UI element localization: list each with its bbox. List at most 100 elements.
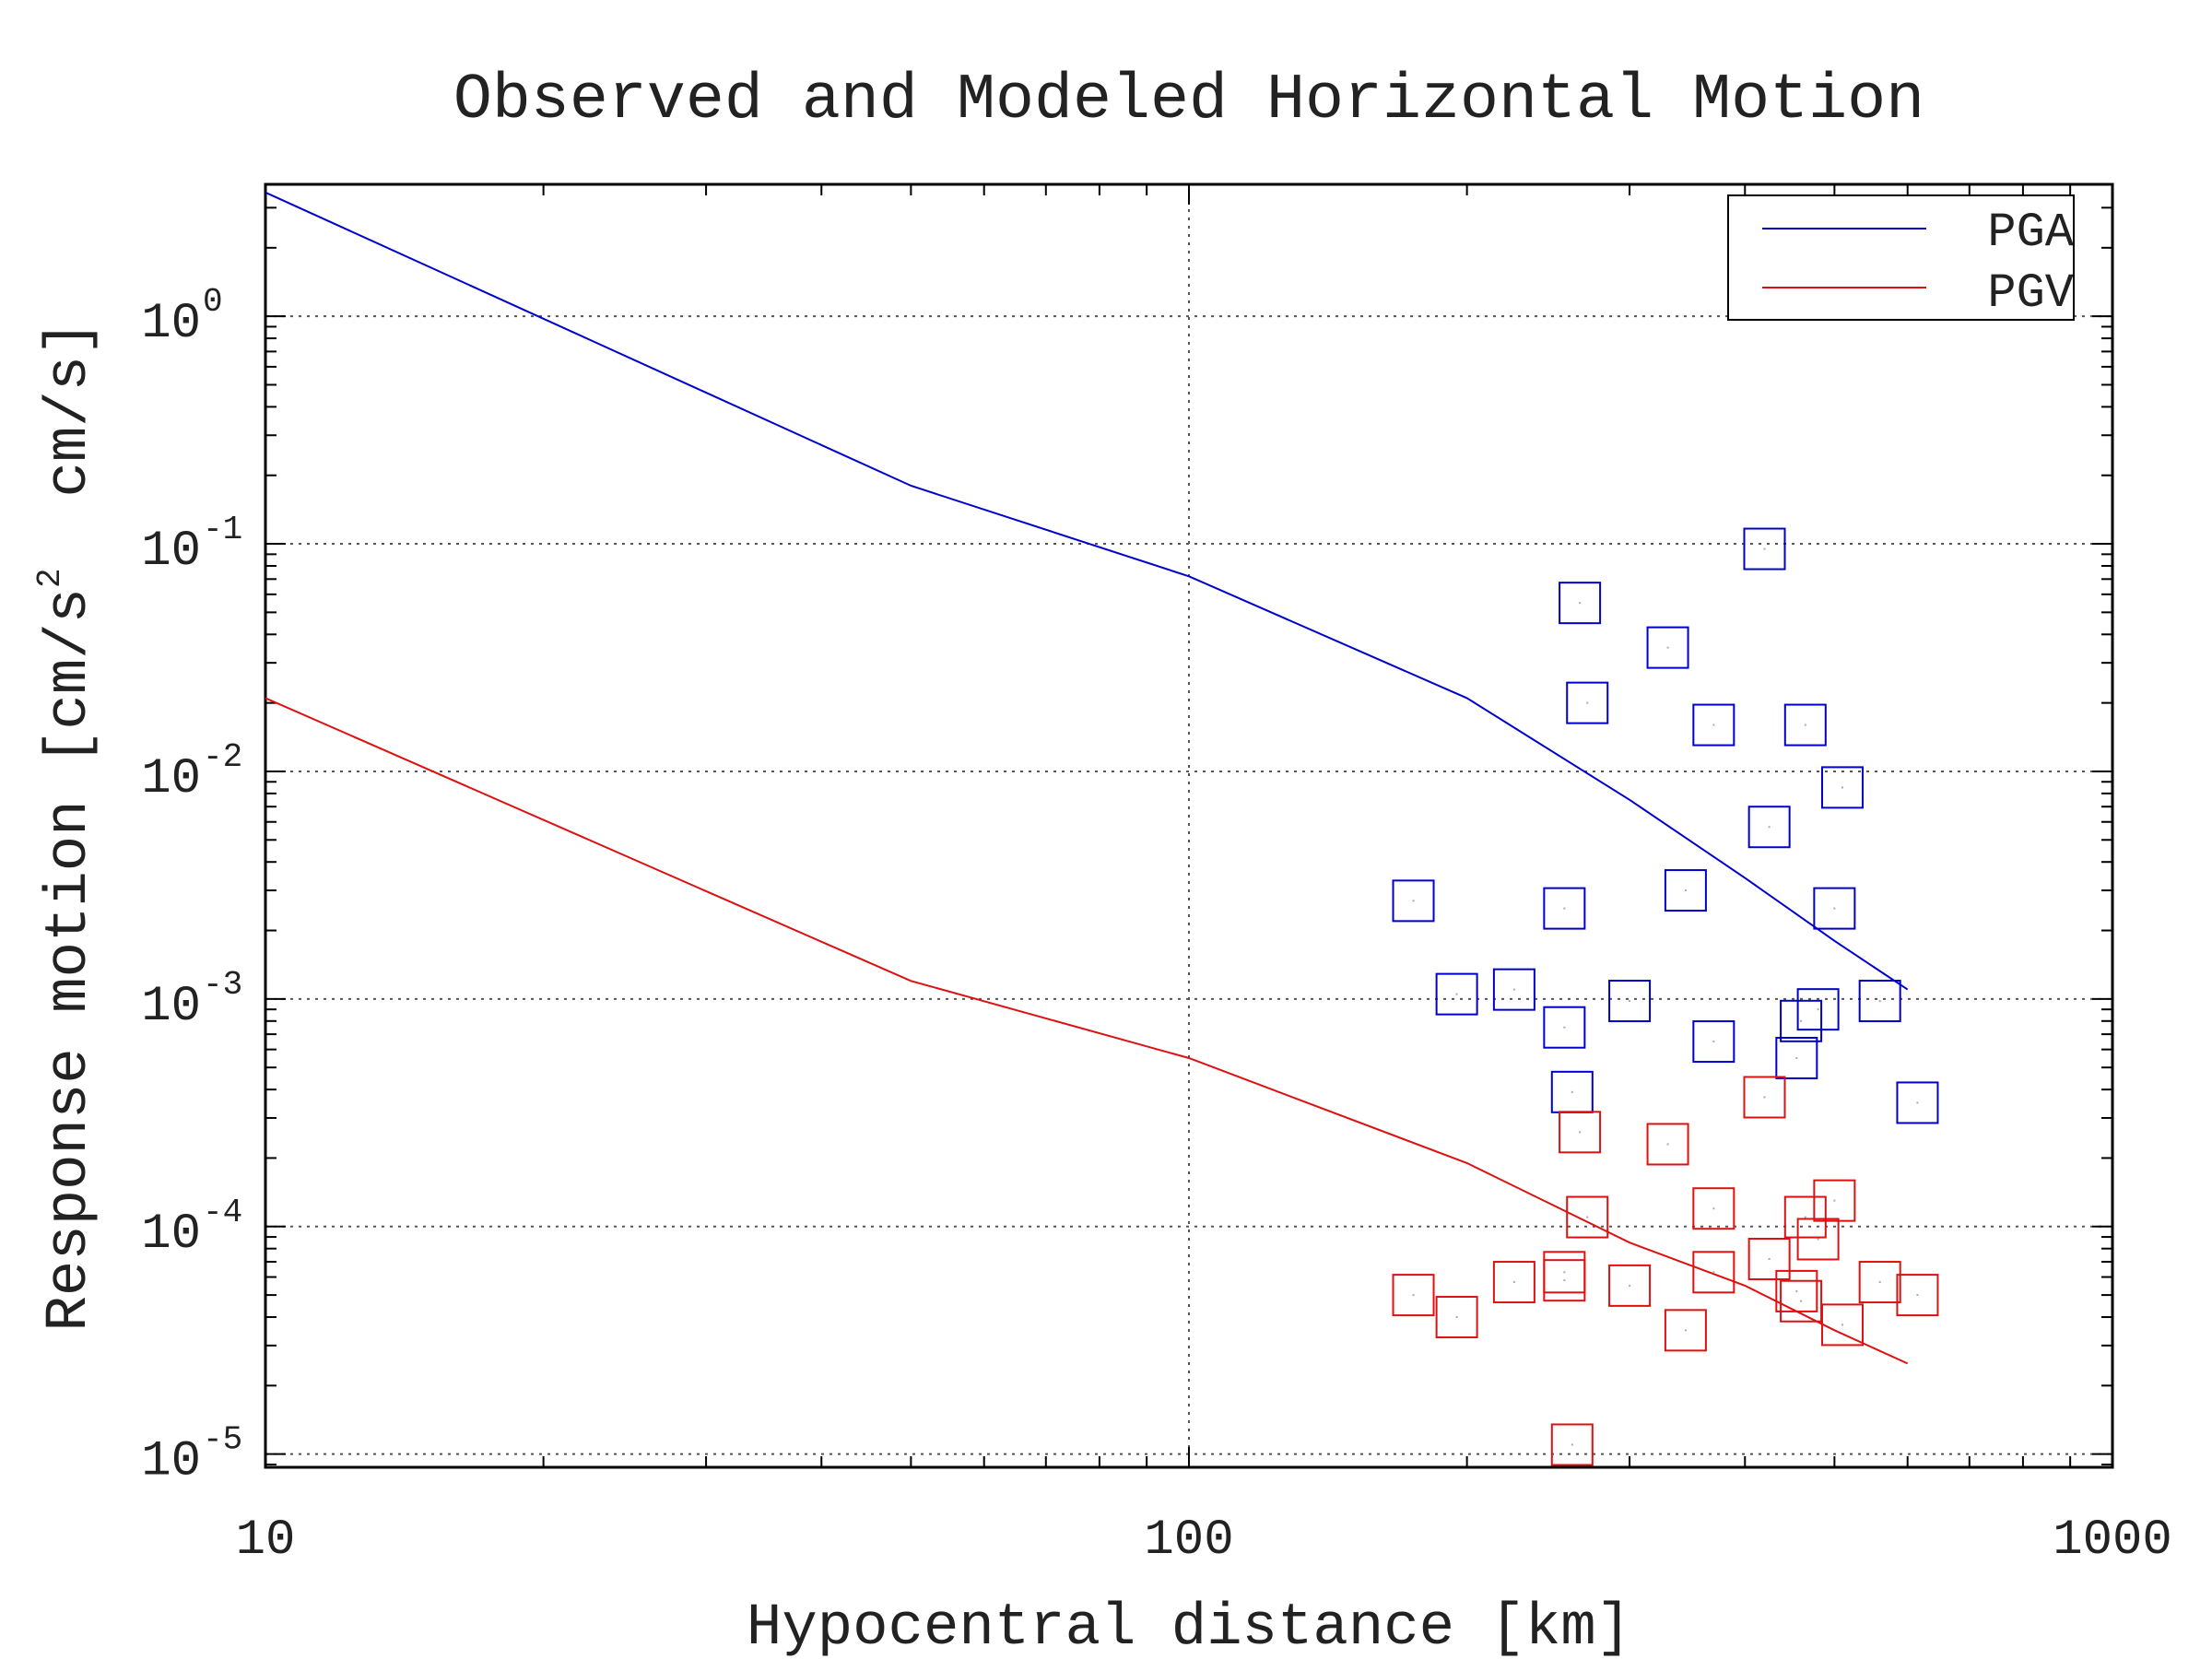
x-tick-labels: 10 100 1000: [236, 1512, 2172, 1569]
observed-point-center-pga: [1712, 724, 1715, 726]
observed-point-pgv: [1747, 1238, 1791, 1281]
y-tick-label-base: 10: [141, 1434, 201, 1490]
observed-point-center-pga: [1586, 701, 1589, 704]
observed-point-center-pga: [1666, 646, 1669, 649]
observed-point-center-pga: [1841, 786, 1843, 789]
legend-box: [1727, 194, 2075, 321]
y-tick-label-exponent: -2: [203, 738, 242, 776]
observed-point-center-pgv: [1817, 1238, 1819, 1241]
observed-point-pgv: [1813, 1179, 1856, 1222]
observed-point-center-pga: [1684, 889, 1687, 892]
observed-point-center-pga: [1563, 1026, 1566, 1029]
observed-point-pga: [1743, 527, 1786, 571]
x-tick-label: 100: [1144, 1512, 1233, 1569]
observed-point-pgv: [1858, 1261, 1901, 1304]
plot-frame: [264, 182, 2114, 1469]
observed-point-pga: [1796, 988, 1840, 1031]
observed-point-pga: [1775, 1036, 1818, 1079]
observed-point-pgv: [1896, 1274, 1939, 1317]
y-tick-label-exponent: -4: [203, 1194, 242, 1231]
y-tick-label: 10 -3: [141, 966, 242, 1035]
y-tick-label-exponent: 0: [203, 283, 223, 321]
observed-point-pga: [1646, 626, 1689, 669]
observed-point-center-pga: [1763, 547, 1766, 550]
observed-point-pgv: [1783, 1195, 1827, 1239]
y-tick-label: 10 -4: [141, 1194, 242, 1263]
y-axis-label-tail: cm/s]: [37, 321, 103, 569]
observed-point-pgv: [1743, 1076, 1786, 1119]
observed-point-pga: [1692, 1020, 1735, 1064]
observed-point-pga: [1435, 972, 1478, 1016]
observed-point-center-pga: [1878, 1000, 1881, 1003]
observed-point-center-pga: [1629, 1000, 1631, 1003]
observed-point-pgv: [1559, 1111, 1602, 1154]
observed-point-center-pgv: [1878, 1281, 1881, 1284]
observed-point-pga: [1747, 806, 1791, 849]
observed-point-center-pga: [1800, 1019, 1803, 1022]
observed-point-pga: [1543, 1006, 1586, 1049]
observed-point-pga: [1896, 1081, 1939, 1124]
observed-point-pga: [1783, 703, 1827, 747]
observed-point-center-pgv: [1412, 1294, 1415, 1297]
x-tick-label: 1000: [2053, 1512, 2172, 1569]
legend-label-pgv: PGV: [1987, 266, 2074, 321]
series: [265, 191, 1939, 1466]
observed-point-pga: [1820, 766, 1864, 809]
observed-point-center-pgv: [1833, 1199, 1836, 1202]
observed-point-center-pga: [1712, 1041, 1715, 1043]
observed-point-center-pga: [1833, 907, 1836, 910]
x-axis-label: Hypocentral distance [km]: [747, 1595, 1631, 1659]
y-tick-label-base: 10: [141, 524, 201, 580]
y-tick-label: 10 -2: [141, 738, 242, 807]
observed-point-center-pgv: [1768, 1258, 1771, 1261]
observed-point-center-pgv: [1563, 1271, 1566, 1274]
observed-point-pga: [1492, 968, 1535, 1011]
y-tick-label-exponent: -3: [203, 966, 242, 1004]
observed-point-pga: [1858, 980, 1901, 1023]
y-axis-label: Response motion [cm/s2 cm/s]: [31, 321, 103, 1332]
grid: [265, 184, 2112, 1467]
observed-point-pgv: [1692, 1251, 1735, 1294]
observed-point-center-pgv: [1712, 1271, 1715, 1274]
y-tick-label-base: 10: [141, 751, 201, 807]
observed-point-center-pgv: [1684, 1329, 1687, 1332]
observed-point-center-pga: [1571, 1090, 1573, 1093]
chart-title: Observed and Modeled Horizontal Motion: [453, 65, 1924, 137]
observed-point-center-pga: [1455, 993, 1458, 995]
observed-point-center-pga: [1579, 602, 1582, 605]
y-tick-label-base: 10: [141, 979, 201, 1035]
model-line-pgv: [265, 697, 1909, 1365]
observed-point-center-pgv: [1763, 1096, 1766, 1099]
observed-point-pgv: [1543, 1259, 1586, 1302]
y-tick-label: 10 0: [141, 283, 222, 352]
y-axis-label-exponent: 2: [31, 568, 69, 588]
observed-point-pgv: [1550, 1423, 1594, 1466]
observed-point-center-pgv: [1571, 1443, 1573, 1446]
observed-point-pga: [1566, 681, 1609, 724]
observed-point-pga: [1543, 887, 1586, 930]
observed-point-pgv: [1692, 1187, 1735, 1230]
observed-point-pgv: [1664, 1309, 1707, 1352]
observed-point-center-pgv: [1579, 1131, 1582, 1134]
y-axis-label-main: Response motion [cm/s: [37, 588, 103, 1332]
observed-point-pga: [1780, 999, 1823, 1042]
observed-point-pga: [1392, 879, 1435, 923]
legend: PGA PGV: [1727, 194, 2075, 321]
observed-point-pgv: [1646, 1123, 1689, 1166]
observed-point-center-pga: [1412, 900, 1415, 902]
observed-point-pga: [1692, 703, 1735, 747]
y-tick-label-exponent: -1: [203, 511, 242, 548]
observed-point-pgv: [1435, 1296, 1478, 1339]
observed-point-center-pgv: [1512, 1281, 1515, 1284]
observed-point-pga: [1608, 980, 1652, 1023]
observed-point-center-pgv: [1841, 1324, 1843, 1326]
observed-point-center-pga: [1817, 1008, 1819, 1011]
observed-point-center-pga: [1563, 907, 1566, 910]
observed-point-center-pgv: [1666, 1143, 1669, 1146]
observed-point-pga: [1664, 869, 1707, 912]
observed-point-center-pgv: [1916, 1294, 1919, 1297]
observed-point-pgv: [1775, 1269, 1818, 1312]
model-line-pga: [265, 191, 1909, 991]
observed-point-pgv: [1608, 1264, 1652, 1307]
y-tick-label: 10 -1: [141, 511, 242, 580]
